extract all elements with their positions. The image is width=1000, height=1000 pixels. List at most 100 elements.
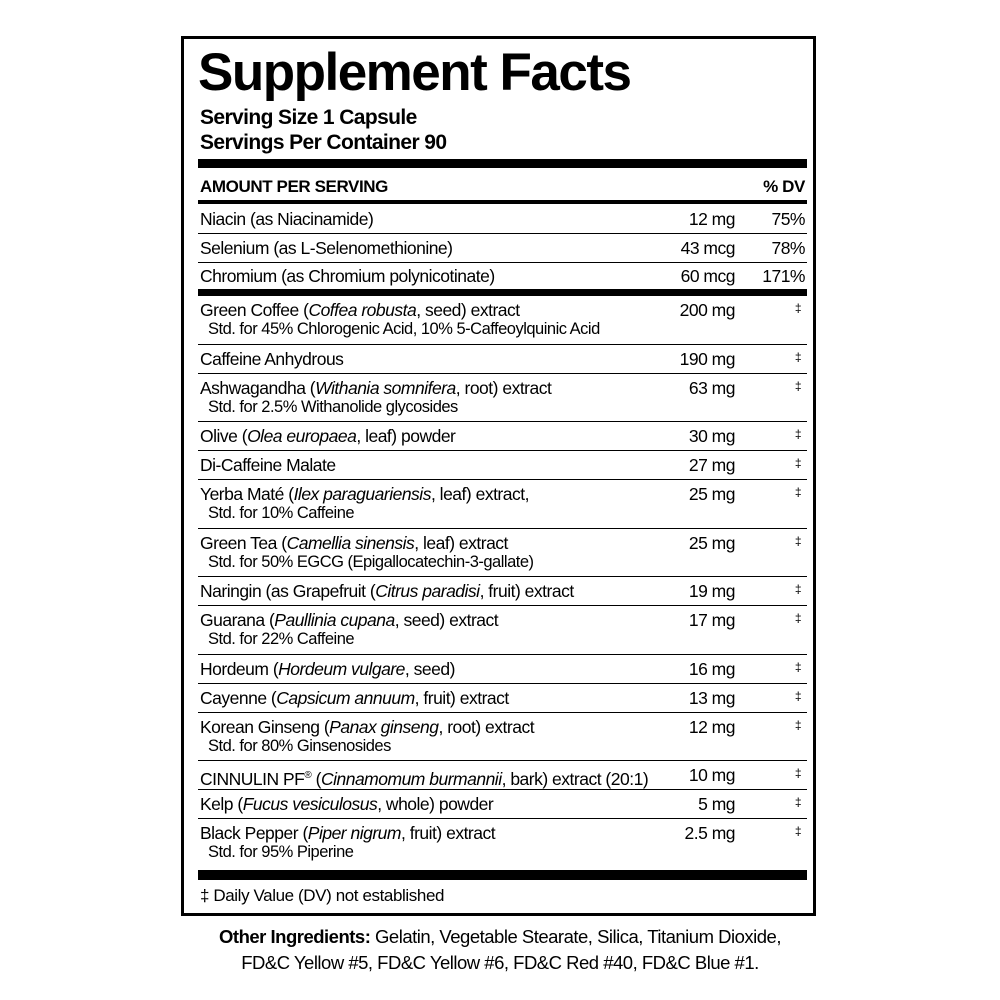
ingredient-text: , root) extract	[438, 716, 535, 737]
dv-not-established-mark: ‡	[794, 427, 802, 441]
dv-not-established-mark: ‡	[794, 766, 802, 780]
botanical-name: Citrus paradisi	[375, 581, 480, 601]
ingredient-text: (	[311, 768, 322, 789]
standardization-note: Std. for 45% Chlorogenic Acid, 10% 5-Caf…	[208, 320, 600, 338]
amount: 12 mg	[688, 716, 736, 737]
other-ingredients-label: Other Ingredients:	[219, 926, 371, 947]
ingredient-text: , root) extract	[455, 377, 552, 398]
amount-per-serving-label: AMOUNT PER SERVING	[200, 177, 389, 196]
ingredient-name: Green Coffee (Coffea robusta, seed) extr…	[200, 301, 520, 320]
dv-not-established-mark: ‡	[794, 349, 802, 364]
nutrient-name: Selenium (as L-Selenomethionine)	[200, 237, 453, 258]
ingredient-text: Di-Caffeine Malate	[200, 455, 336, 475]
supplement-facts-panel: Supplement Facts Serving Size 1 Capsule …	[181, 36, 816, 916]
ingredient-name: Caffeine Anhydrous	[200, 348, 344, 369]
amount: 25 mg	[688, 532, 736, 553]
amount: 25 mg	[688, 484, 736, 504]
ingredient-name: Yerba Maté (Ilex paraguariensis, leaf) e…	[200, 485, 529, 504]
amount: 200 mg	[679, 300, 736, 320]
botanical-name: Cinnamomum burmannii	[320, 768, 502, 789]
botanical-name: Hordeum vulgare	[278, 658, 405, 679]
ingredient-text: Guarana (	[200, 610, 275, 630]
dv-not-established-mark: ‡	[794, 485, 802, 499]
ingredient-name: Olive (Olea europaea, leaf) powder	[200, 427, 456, 446]
botanical-name: Paullinia cupana	[274, 610, 395, 630]
ingredient-text: , fruit) extract	[414, 687, 510, 708]
dv-not-established-mark: ‡	[794, 378, 802, 393]
ingredient-text: , leaf) extract	[414, 532, 508, 553]
ingredient-text: Kelp (	[200, 794, 243, 814]
standardization-note: Std. for 80% Ginsenosides	[208, 736, 391, 755]
daily-value: 171%	[762, 266, 805, 286]
ingredient-name: Kelp (Fucus vesiculosus, whole) powder	[200, 794, 494, 814]
amount: 190 mg	[679, 348, 736, 369]
ingredient-text: Yerba Maté (	[200, 484, 294, 504]
dv-not-established-mark: ‡	[794, 717, 802, 732]
ingredient-name: Green Tea (Camellia sinensis, leaf) extr…	[200, 532, 508, 553]
dv-not-established-mark: ‡	[794, 611, 802, 625]
ingredient-row: Caffeine Anhydrous 190 mg ‡	[198, 345, 807, 374]
daily-value: 75%	[771, 209, 805, 229]
ingredient-row: Olive (Olea europaea, leaf) powder 30 mg ‡	[198, 422, 807, 451]
ingredient-name: Guarana (Paullinia cupana, seed) extract	[200, 610, 499, 630]
standardization-note: Std. for 50% EGCG (Epigallocatechin-3-ga…	[208, 552, 534, 571]
amount: 19 mg	[688, 581, 736, 601]
thick-divider	[198, 289, 807, 296]
ingredient-text: Caffeine Anhydrous	[200, 348, 344, 369]
amount: 63 mg	[688, 377, 736, 398]
ingredient-name: Naringin (as Grapefruit (Citrus paradisi…	[200, 582, 574, 601]
ingredient-text: , seed) extract	[416, 300, 520, 320]
vitamin-row: Selenium (as L-Selenomethionine) 43 mcg 78…	[198, 234, 807, 263]
ingredient-row: Di-Caffeine Malate 27 mg ‡	[198, 451, 807, 480]
ingredient-text: Ashwagandha (	[200, 377, 316, 398]
nutrient-source: (as L-Selenomethionine)	[268, 237, 453, 258]
ingredient-name: Korean Ginseng (Panax ginseng, root) ext…	[200, 716, 535, 737]
botanical-name: Coffea robusta	[308, 300, 417, 320]
ingredient-text: Korean Ginseng (	[200, 716, 330, 737]
amount: 2.5 mg	[684, 823, 736, 843]
botanical-name: Withania somnifera	[315, 377, 456, 398]
other-ingredients-line2: FD&C Yellow #5, FD&C Yellow #6, FD&C Red…	[241, 952, 759, 973]
daily-value: 78%	[771, 237, 805, 258]
amount: 27 mg	[688, 455, 736, 475]
amount: 5 mg	[698, 794, 735, 814]
dv-not-established-mark: ‡	[794, 824, 802, 838]
ingredient-row: Ashwagandha (Withania somnifera, root) e…	[198, 374, 807, 422]
ingredient-text: Naringin (as Grapefruit (	[200, 581, 376, 601]
dv-not-established-mark: ‡	[794, 533, 802, 548]
nutrient-label: Selenium	[200, 237, 269, 258]
standardization-note: Std. for 2.5% Withanolide glycosides	[208, 397, 458, 416]
panel-title: Supplement Facts	[198, 43, 632, 102]
ingredient-name: Di-Caffeine Malate	[200, 456, 336, 475]
ingredient-text: , leaf) extract,	[430, 484, 530, 504]
ingredient-text: , bark) extract (20:1)	[501, 768, 649, 789]
amount: 10 mg	[688, 765, 736, 785]
standardization-note: Std. for 95% Piperine	[208, 843, 354, 861]
dv-not-established-mark: ‡	[794, 795, 802, 809]
ingredient-text: , seed) extract	[394, 610, 499, 630]
footnote: ‡ Daily Value (DV) not established	[200, 886, 445, 905]
ingredient-row: Green Coffee (Coffea robusta, seed) extr…	[198, 296, 807, 345]
ingredient-row: Cayenne (Capsicum annuum, fruit) extract…	[198, 684, 807, 713]
amount: 30 mg	[688, 426, 736, 446]
ingredient-row: Green Tea (Camellia sinensis, leaf) extr…	[198, 529, 807, 577]
amount: 17 mg	[688, 610, 736, 630]
ingredient-text: Cayenne (	[200, 687, 277, 708]
ingredient-row: Black Pepper (Piper nigrum, fruit) extra…	[198, 819, 807, 867]
column-header: AMOUNT PER SERVING % DV	[200, 175, 807, 199]
botanical-name: Ilex paraguariensis	[293, 484, 432, 504]
ingredient-text: ®	[304, 770, 312, 781]
standardization-note: Std. for 10% Caffeine	[208, 504, 355, 522]
standardization-note: Std. for 22% Caffeine	[208, 630, 355, 648]
ingredient-row: Kelp (Fucus vesiculosus, whole) powder 5 …	[198, 790, 807, 819]
ingredient-row: CINNULIN PF® (Cinnamomum burmannii, bark…	[198, 761, 807, 790]
dv-not-established-mark: ‡	[794, 688, 802, 703]
ingredient-text: Hordeum (	[200, 658, 279, 679]
amount: 16 mg	[688, 658, 736, 679]
ingredient-name: Black Pepper (Piper nigrum, fruit) extra…	[200, 824, 496, 843]
other-ingredients-line1: Gelatin, Vegetable Stearate, Silica, Tit…	[370, 926, 781, 947]
dv-not-established-mark: ‡	[794, 582, 802, 596]
ingredient-row: Guarana (Paullinia cupana, seed) extract…	[198, 606, 807, 655]
nutrient-label: Chromium	[200, 266, 277, 286]
serving-size: Serving Size 1 Capsule	[200, 106, 417, 129]
